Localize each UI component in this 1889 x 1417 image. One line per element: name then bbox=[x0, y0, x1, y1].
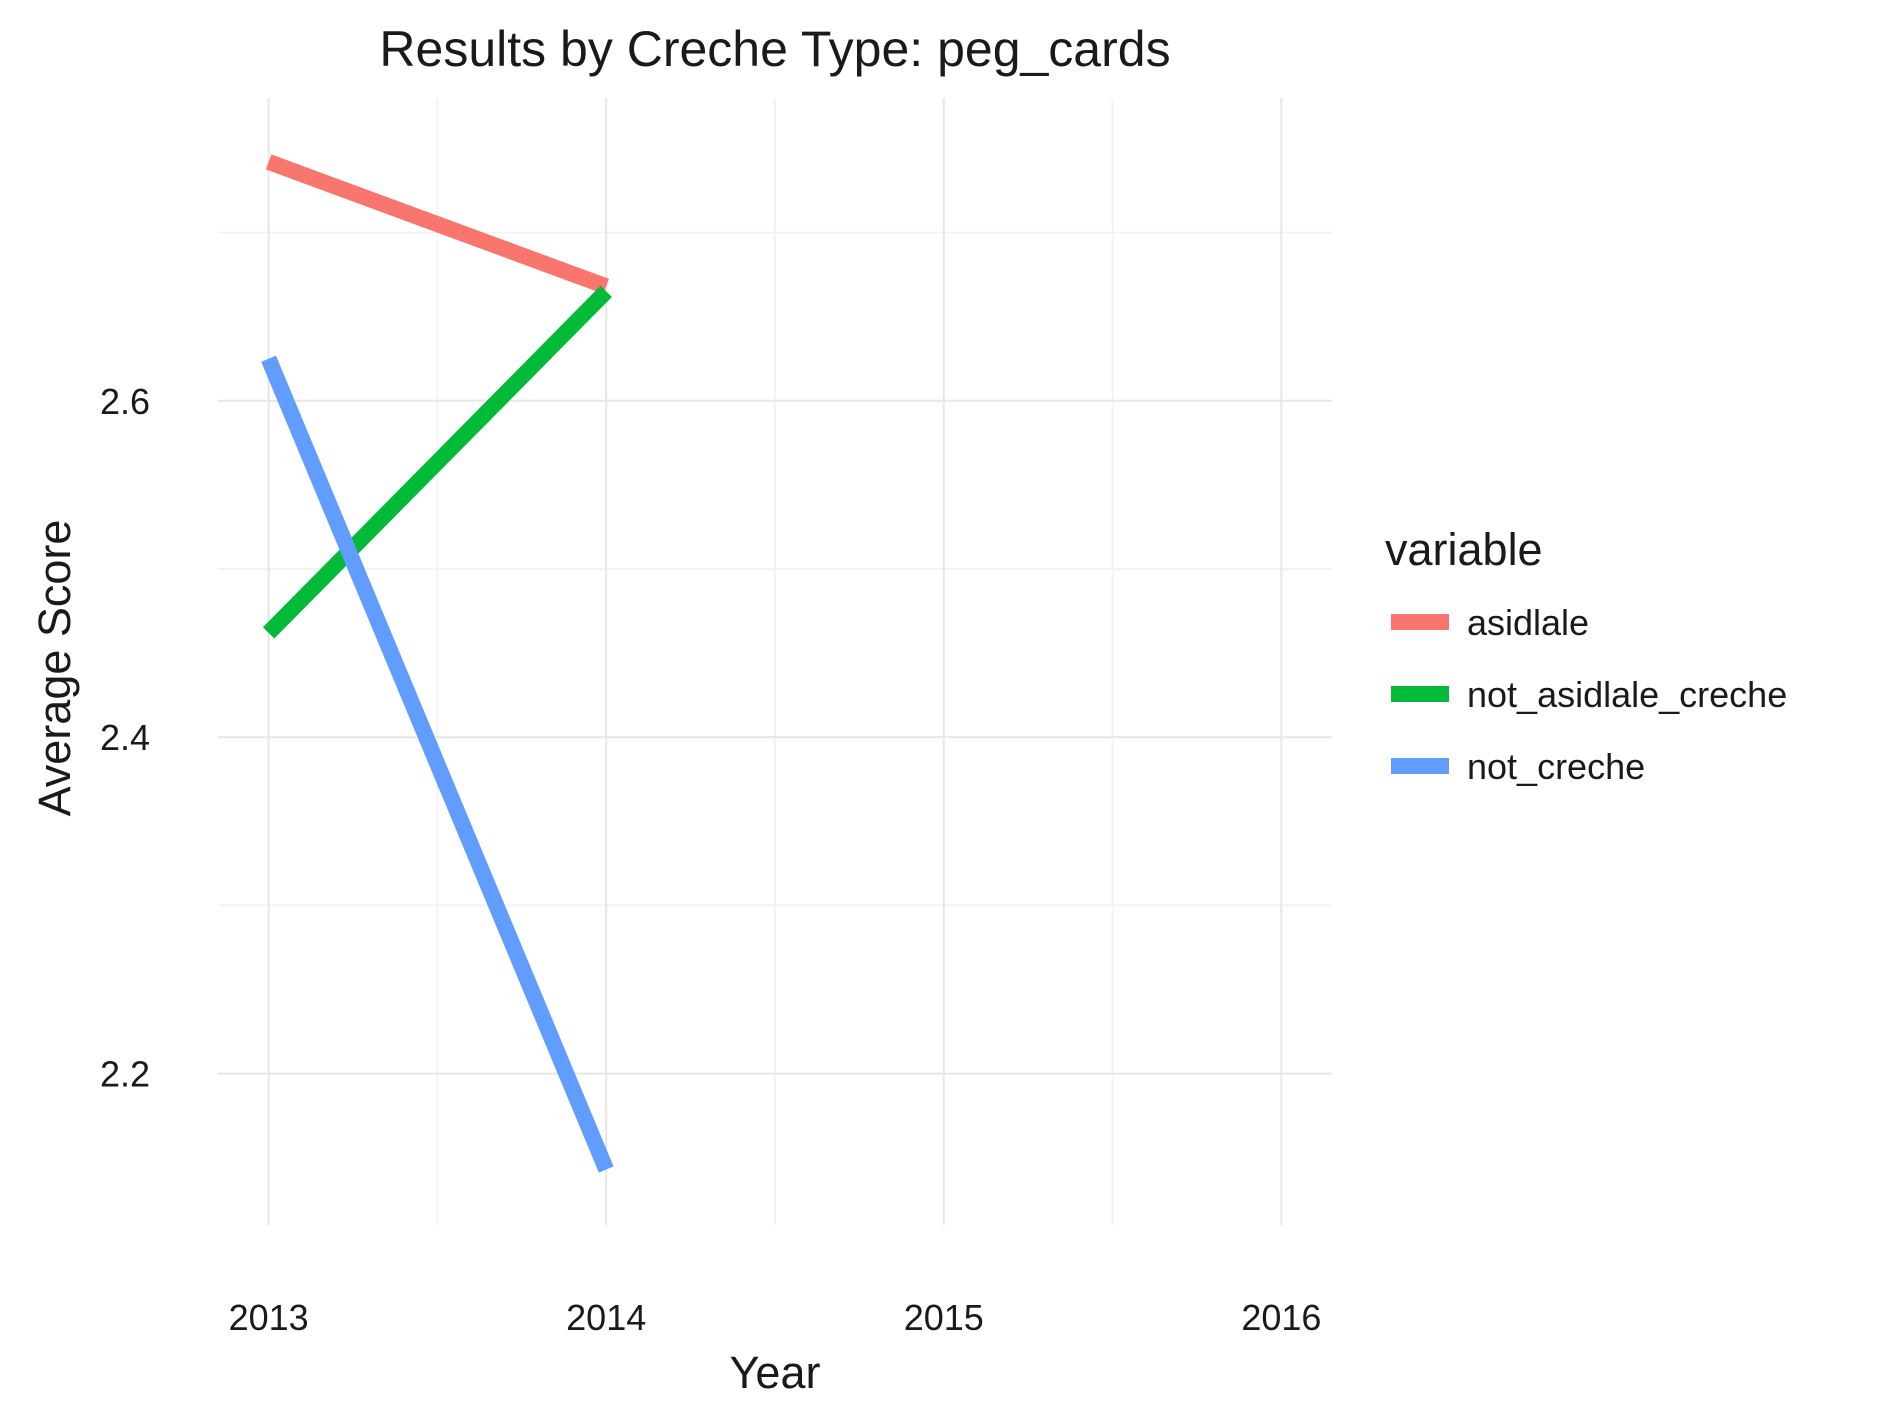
y-tick-label: 2.4 bbox=[100, 717, 150, 758]
legend-label-not_creche: not_creche bbox=[1467, 746, 1645, 787]
x-axis-title: Year bbox=[730, 1347, 821, 1398]
y-axis-title: Average Score bbox=[29, 520, 80, 817]
legend-title: variable bbox=[1385, 524, 1543, 575]
series-line-not_asidlale_creche bbox=[262, 285, 612, 639]
legend-items: asidlale not_asidlale_creche not_creche bbox=[1391, 602, 1787, 787]
x-tick-label: 2013 bbox=[229, 1297, 309, 1338]
x-tick-label: 2014 bbox=[566, 1297, 646, 1338]
series-line-asidlale bbox=[265, 154, 609, 294]
y-tick-label: 2.6 bbox=[100, 381, 150, 422]
chart-title: Results by Creche Type: peg_cards bbox=[379, 21, 1170, 77]
x-tick-label: 2016 bbox=[1241, 1297, 1321, 1338]
y-axis-ticks: 2.2 2.4 2.6 bbox=[100, 381, 150, 1095]
series-lines bbox=[261, 154, 614, 1173]
legend-label-not_asidlale_creche: not_asidlale_creche bbox=[1467, 674, 1787, 715]
legend-label-asidlale: asidlale bbox=[1467, 602, 1589, 643]
legend: variable asidlale not_asidlale_creche not_… bbox=[1385, 524, 1787, 787]
x-tick-label: 2015 bbox=[904, 1297, 984, 1338]
y-tick-label: 2.2 bbox=[100, 1054, 150, 1095]
grid bbox=[218, 98, 1332, 1225]
x-axis-ticks: 2013 2014 2015 2016 bbox=[229, 1297, 1322, 1338]
series-line-not_creche bbox=[261, 355, 614, 1173]
